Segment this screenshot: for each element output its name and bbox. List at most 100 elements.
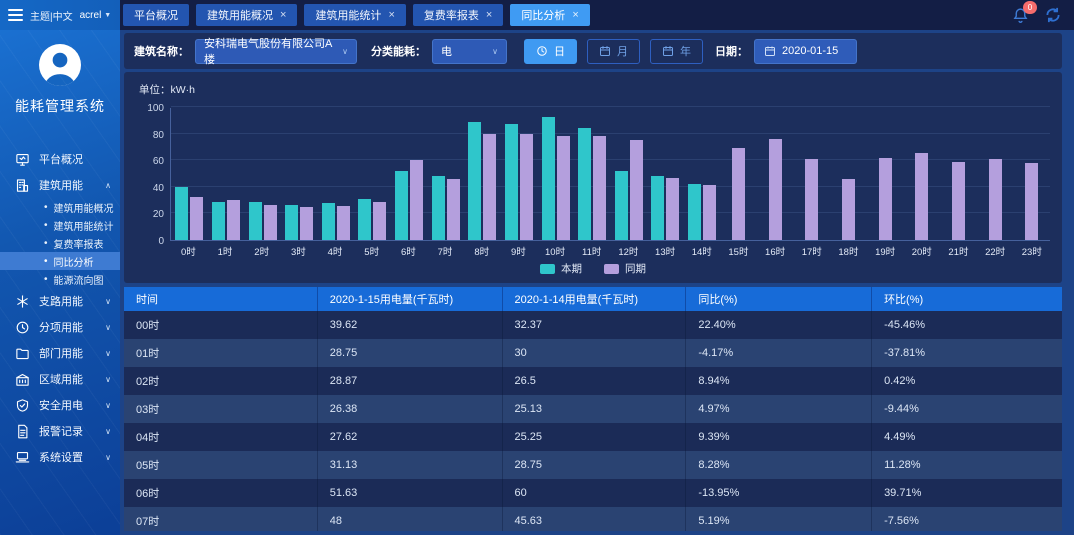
tab-同比分析[interactable]: 同比分析 × — [510, 4, 590, 26]
bar-同期-17时[interactable] — [805, 158, 819, 240]
sidebar-subitem-复费率报表[interactable]: 复费率报表 — [0, 234, 120, 252]
sidebar-item-建筑用能[interactable]: 建筑用能 ∧ — [0, 172, 120, 198]
sidebar-item-支路用能[interactable]: 支路用能 ∨ — [0, 288, 120, 314]
tab-建筑用能统计[interactable]: 建筑用能统计 × — [304, 4, 406, 26]
bar-同期-22时[interactable] — [988, 158, 1002, 240]
bar-同期-13时[interactable] — [666, 178, 680, 240]
bar-同期-18时[interactable] — [842, 178, 856, 240]
bar-同期-21时[interactable] — [951, 162, 965, 240]
bar-同期-7时[interactable] — [446, 179, 460, 240]
sidebar-subitem-同比分析[interactable]: 同比分析 — [0, 252, 120, 270]
bar-同期-16时[interactable] — [768, 138, 782, 240]
bar-同期-2时[interactable] — [263, 204, 277, 240]
x-axis-tick-label: 7时 — [437, 247, 453, 258]
bar-同期-6时[interactable] — [410, 160, 424, 240]
bar-本期-8时[interactable] — [468, 121, 482, 240]
energy-type-select[interactable]: 电 ∨ — [432, 38, 507, 64]
chevron-down-icon: ∨ — [342, 46, 348, 56]
tab-平台概况[interactable]: 平台概况 — [123, 4, 189, 26]
bar-同期-14时[interactable] — [703, 184, 717, 240]
bar-本期-7时[interactable] — [431, 176, 445, 240]
bar-同期-1时[interactable] — [226, 200, 240, 240]
period-button-年[interactable]: 年 — [650, 38, 703, 64]
sidebar-item-安全用电[interactable]: 安全用电 ∨ — [0, 392, 120, 418]
table-row-00时[interactable]: 00时 39.62 32.37 22.40% -45.46% — [124, 311, 1062, 339]
bar-本期-13时[interactable] — [651, 176, 665, 240]
x-axis-tick-label: 23时 — [1021, 247, 1042, 258]
close-icon[interactable]: × — [388, 9, 395, 21]
close-icon[interactable]: × — [280, 9, 287, 21]
sidebar-item-报警记录[interactable]: 报警记录 ∨ — [0, 418, 120, 444]
legend-item-同期[interactable]: 同期 — [604, 261, 646, 276]
avatar[interactable] — [39, 44, 81, 86]
building-select[interactable]: 安科瑞电气股份有限公司A楼 ∨ — [195, 38, 357, 66]
legend-item-本期[interactable]: 本期 — [540, 261, 582, 276]
bar-同期-5时[interactable] — [373, 201, 387, 240]
bar-本期-12时[interactable] — [614, 170, 628, 240]
table-row-06时[interactable]: 06时 51.63 60 -13.95% 39.71% — [124, 479, 1062, 507]
sidebar-item-平台概况[interactable]: 平台概况 — [0, 146, 120, 172]
bar-group-15时 — [720, 108, 757, 240]
refresh-icon[interactable] — [1044, 6, 1062, 24]
bar-本期-5时[interactable] — [358, 198, 372, 240]
tab-建筑用能概况[interactable]: 建筑用能概况 × — [196, 4, 298, 26]
bar-本期-9时[interactable] — [504, 124, 518, 240]
close-icon[interactable]: × — [572, 9, 579, 21]
bell-icon[interactable]: 0 — [1012, 0, 1037, 24]
theme-language-label[interactable]: 主题|中文 — [30, 11, 73, 23]
bar-本期-2时[interactable] — [248, 201, 262, 240]
table-cell: 11.28% — [871, 451, 1062, 479]
table-row-05时[interactable]: 05时 31.13 28.75 8.28% 11.28% — [124, 451, 1062, 479]
x-axis-tick-label: 8时 — [474, 247, 490, 258]
bar-同期-15时[interactable] — [732, 148, 746, 240]
chevron-down-icon: ∨ — [492, 46, 498, 56]
bar-group-0时 — [171, 108, 208, 240]
bar-同期-19时[interactable] — [878, 157, 892, 240]
x-axis-tick-label: 17时 — [801, 247, 822, 258]
bar-group-3时 — [281, 108, 318, 240]
bar-同期-12时[interactable] — [629, 140, 643, 240]
bar-本期-1时[interactable] — [211, 201, 225, 240]
period-button-月[interactable]: 月 — [587, 38, 640, 64]
table-row-04时[interactable]: 04时 27.62 25.25 9.39% 4.49% — [124, 423, 1062, 451]
bar-本期-4时[interactable] — [321, 203, 335, 240]
bar-本期-14时[interactable] — [688, 184, 702, 240]
sidebar-item-分项用能[interactable]: 分项用能 ∨ — [0, 314, 120, 340]
bar-同期-0时[interactable] — [190, 196, 204, 240]
bar-同期-3时[interactable] — [300, 206, 314, 240]
sidebar-item-系统设置[interactable]: 系统设置 ∨ — [0, 444, 120, 470]
chevron-down-icon: ∨ — [105, 426, 111, 436]
bar-本期-0时[interactable] — [175, 187, 189, 240]
bar-同期-8时[interactable] — [483, 134, 497, 240]
tab-复费率报表[interactable]: 复费率报表 × — [412, 4, 504, 26]
table-row-07时[interactable]: 07时 48 45.63 5.19% -7.56% — [124, 507, 1062, 531]
sidebar-item-区域用能[interactable]: 区域用能 ∨ — [0, 366, 120, 392]
x-axis-tick-label: 10时 — [545, 247, 566, 258]
bar-本期-11时[interactable] — [578, 127, 592, 240]
hamburger-icon[interactable] — [8, 9, 23, 21]
bar-同期-10时[interactable] — [556, 135, 570, 240]
period-button-日[interactable]: 日 — [524, 38, 577, 64]
building-select-value: 安科瑞电气股份有限公司A楼 — [204, 38, 333, 66]
bar-同期-20时[interactable] — [915, 152, 929, 240]
close-icon[interactable]: × — [485, 9, 493, 21]
bar-同期-23时[interactable] — [1025, 162, 1039, 240]
bar-同期-9时[interactable] — [519, 134, 533, 240]
table-cell: 27.62 — [317, 423, 503, 451]
bar-同期-11时[interactable] — [593, 136, 607, 240]
date-input[interactable]: 2020-01-15 — [754, 38, 857, 64]
bar-同期-4时[interactable] — [336, 206, 350, 240]
table-row-02时[interactable]: 02时 28.87 26.5 8.94% 0.42% — [124, 367, 1062, 395]
table-row-03时[interactable]: 03时 26.38 25.13 4.97% -9.44% — [124, 395, 1062, 423]
sidebar-subitem-建筑用能统计[interactable]: 建筑用能统计 — [0, 216, 120, 234]
table-row-01时[interactable]: 01时 28.75 30 -4.17% -37.81% — [124, 339, 1062, 367]
table-cell: 00时 — [124, 311, 318, 339]
bar-group-2时 — [244, 108, 281, 240]
sidebar-subitem-建筑用能概况[interactable]: 建筑用能概况 — [0, 198, 120, 216]
bar-本期-3时[interactable] — [285, 204, 299, 240]
bar-本期-10时[interactable] — [541, 116, 555, 240]
bar-本期-6时[interactable] — [395, 171, 409, 240]
user-menu[interactable]: acrel ▼ — [80, 10, 112, 21]
sidebar-item-部门用能[interactable]: 部门用能 ∨ — [0, 340, 120, 366]
sidebar-subitem-能源流向图[interactable]: 能源流向图 — [0, 270, 120, 288]
